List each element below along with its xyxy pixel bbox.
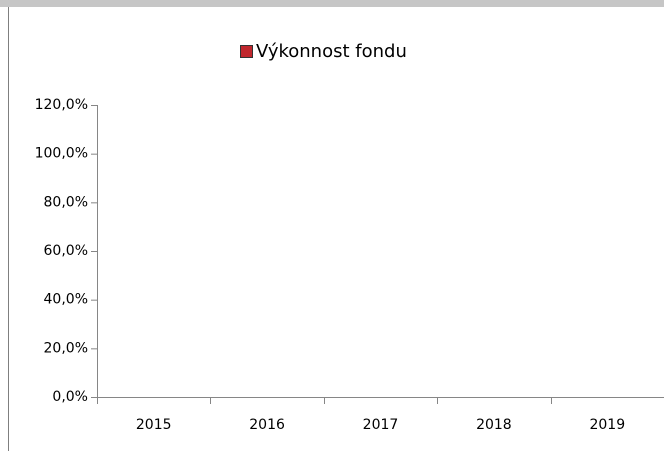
x-tick-label: 2017 <box>363 417 399 433</box>
x-tick-label: 2018 <box>476 417 512 433</box>
y-tick-label: 60,0% <box>44 243 88 259</box>
y-tick-label: 40,0% <box>44 292 88 308</box>
y-tick-label: 20,0% <box>44 340 88 356</box>
y-tick-label: 80,0% <box>44 194 88 210</box>
y-tick-label: 100,0% <box>35 146 88 162</box>
y-tick-label: 120,0% <box>35 97 88 113</box>
top-band <box>0 0 664 7</box>
x-tick-label: 2015 <box>136 417 172 433</box>
x-tick-label: 2019 <box>589 417 625 433</box>
x-tick-label: 2016 <box>249 417 285 433</box>
y-tick-label: 0,0% <box>52 389 88 405</box>
legend-swatch <box>240 45 253 58</box>
legend-label: Výkonnost fondu <box>256 41 407 62</box>
